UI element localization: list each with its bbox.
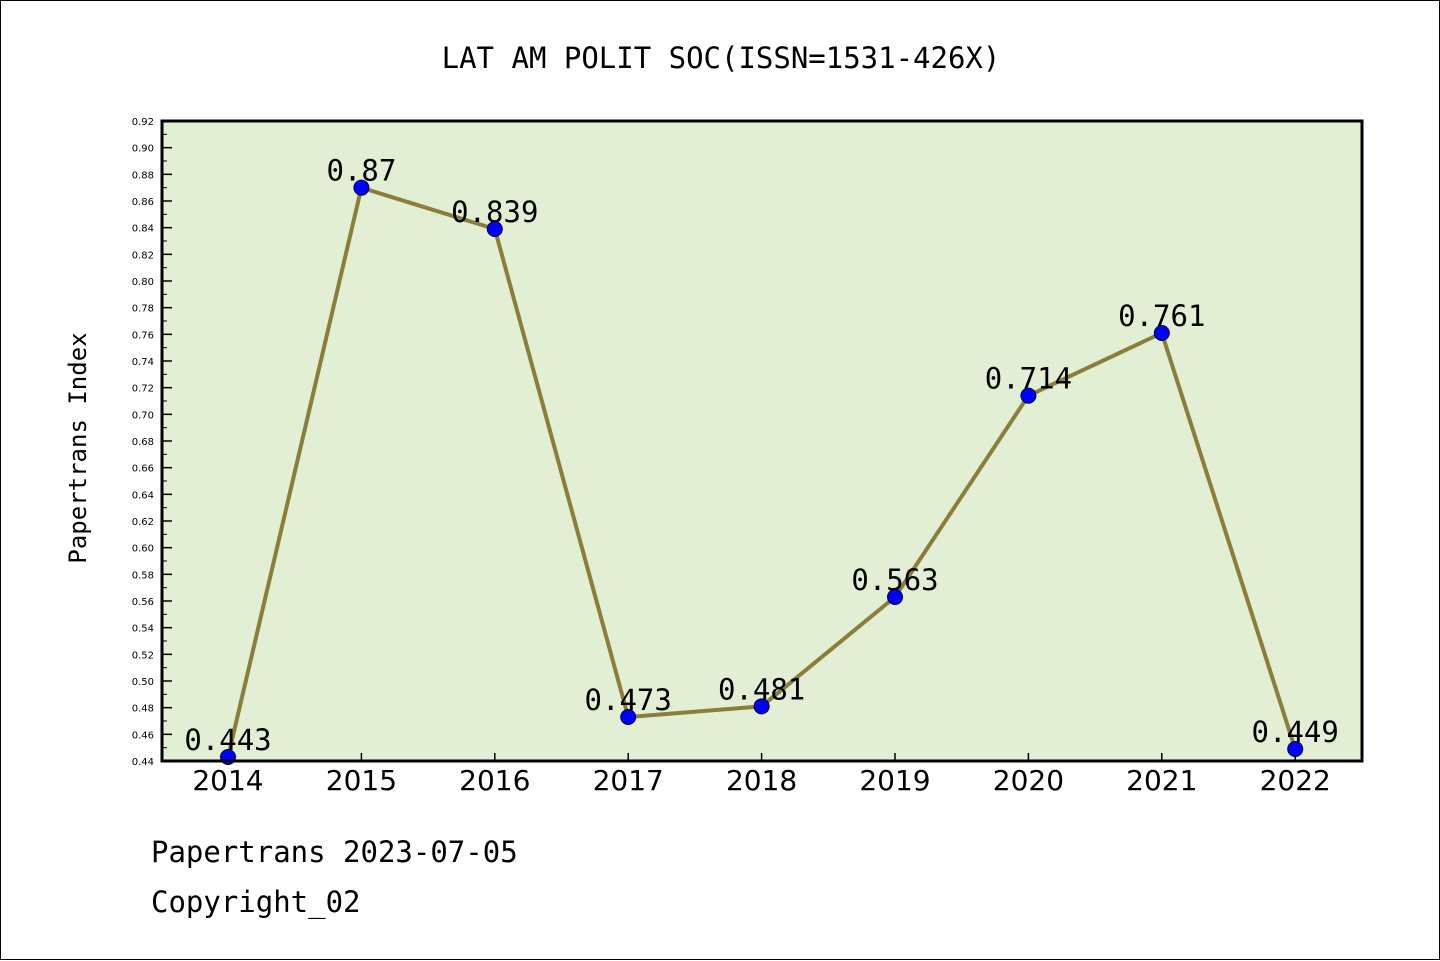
y-tick-label: 0.86 — [132, 197, 154, 208]
y-tick-label: 0.60 — [132, 544, 154, 555]
plot-area — [162, 121, 1362, 761]
x-tick-label: 2017 — [593, 764, 664, 797]
data-point-marker — [887, 589, 903, 605]
footer-date: Papertrans 2023-07-05 — [151, 835, 518, 869]
y-tick-label: 0.58 — [132, 570, 154, 581]
data-labels: 0.443 0.87 0.839 0.473 0.481 0.563 0.714 0.761 0… — [184, 154, 1339, 757]
y-tick-label: 0.92 — [132, 117, 154, 128]
x-tick-label: 2018 — [726, 764, 797, 797]
y-tick-label: 0.76 — [132, 330, 154, 341]
y-tick-label: 0.82 — [132, 250, 154, 261]
x-tick-label: 2016 — [459, 764, 530, 797]
y-tick-label: 0.74 — [132, 357, 154, 368]
data-point-marker — [1020, 387, 1037, 404]
footer-copyright: Copyright_02 — [151, 885, 361, 919]
y-tick-label: 0.80 — [132, 277, 154, 288]
y-tick-label: 0.64 — [132, 490, 154, 501]
data-point-marker — [1153, 325, 1170, 341]
y-tick-label: 0.62 — [132, 517, 154, 528]
y-axis-ticks: 0.44 0.46 0.48 0.50 0.52 0.54 0.56 0.58 0.60 0.62… — [132, 117, 172, 768]
data-value-label: 0.839 — [451, 195, 538, 229]
y-tick-label: 0.52 — [132, 650, 154, 661]
y-tick-label: 0.56 — [132, 597, 154, 608]
y-tick-label: 0.84 — [132, 224, 154, 235]
y-tick-label: 0.48 — [132, 704, 154, 715]
data-point-marker — [353, 179, 370, 196]
plot-border — [160, 119, 1364, 763]
x-axis-ticks: 2014 2015 2016 2017 2018 2019 2020 2021 2022 — [192, 753, 1331, 797]
y-tick-label: 0.50 — [132, 677, 154, 688]
y-tick-label: 0.70 — [132, 410, 154, 421]
x-tick-label: 2019 — [859, 764, 930, 797]
data-value-label: 0.761 — [1118, 299, 1205, 333]
y-tick-label: 0.90 — [132, 144, 154, 155]
data-point-marker — [620, 709, 637, 725]
x-tick-label: 2020 — [993, 764, 1064, 797]
x-tick-label: 2015 — [326, 764, 397, 797]
x-tick-label: 2021 — [1126, 764, 1197, 797]
data-point-marker — [753, 698, 770, 715]
y-tick-label: 0.88 — [132, 170, 154, 181]
data-value-label: 0.87 — [326, 154, 396, 188]
data-value-label: 0.449 — [1252, 715, 1339, 749]
data-value-label: 0.563 — [851, 563, 938, 597]
data-value-label: 0.473 — [585, 683, 672, 717]
y-axis-label: Papertrans Index — [64, 332, 92, 563]
chart-title: LAT AM POLIT SOC(ISSN=1531-426X) — [442, 41, 1001, 75]
y-tick-label: 0.66 — [132, 464, 154, 475]
y-tick-label: 0.54 — [132, 624, 154, 635]
y-tick-label: 0.44 — [132, 757, 154, 768]
data-point-marker — [1287, 741, 1304, 757]
data-point-marker — [486, 221, 503, 237]
data-value-label: 0.443 — [184, 723, 271, 757]
data-value-label: 0.714 — [985, 362, 1072, 396]
x-tick-label: 2022 — [1260, 764, 1331, 797]
data-value-label: 0.481 — [718, 672, 805, 706]
series-markers — [220, 179, 1304, 765]
y-tick-label: 0.72 — [132, 384, 154, 395]
x-tick-label: 2014 — [192, 764, 263, 797]
y-tick-label: 0.78 — [132, 304, 154, 315]
y-tick-label: 0.46 — [132, 730, 154, 741]
y-tick-label: 0.68 — [132, 437, 154, 448]
